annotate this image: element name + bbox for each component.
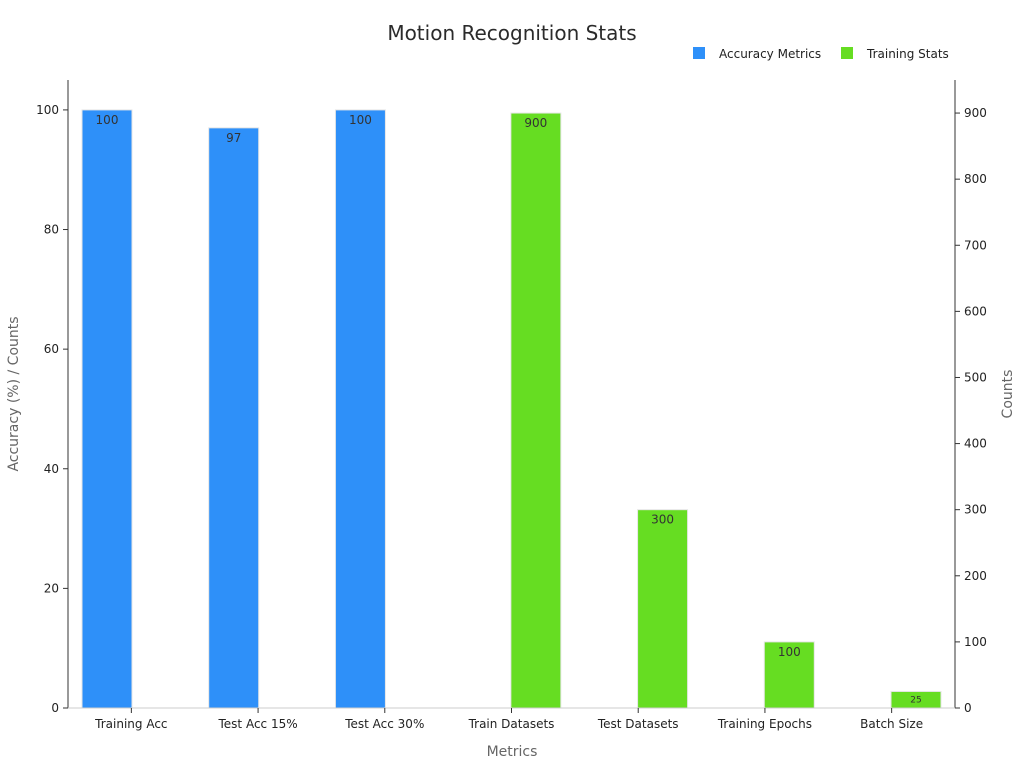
x-tick-label: Training Acc [94, 717, 167, 731]
left-axis-ticks: 0 20 40 60 80 100 [36, 103, 68, 715]
y-tick-label: 0 [51, 701, 59, 715]
bar [763, 641, 815, 709]
x-tick-label: Test Acc 15% [218, 717, 298, 731]
y2-tick-label: 0 [964, 701, 972, 715]
bar [81, 109, 133, 709]
y2-tick-label: 700 [964, 238, 987, 252]
x-tick-label: Test Datasets [597, 717, 679, 731]
bar [637, 509, 689, 709]
right-axis-ticks: 0 100 200 300 400 500 600 700 800 900 [955, 106, 987, 715]
legend-swatch [693, 47, 705, 59]
y2-tick-label: 900 [964, 106, 987, 120]
y2-tick-label: 200 [964, 569, 987, 583]
y2-tick-label: 600 [964, 304, 987, 318]
y2-tick-label: 100 [964, 635, 987, 649]
legend: Accuracy Metrics Training Stats [693, 47, 949, 61]
bars [81, 109, 942, 709]
y-tick-label: 40 [44, 462, 59, 476]
x-axis-title: Metrics [487, 744, 538, 760]
data-label: 100 [349, 113, 372, 127]
y2-tick-label: 400 [964, 437, 987, 451]
bar-labels: 100 97 100 900 300 100 25 [96, 113, 922, 706]
y2-tick-label: 300 [964, 503, 987, 517]
legend-label: Accuracy Metrics [719, 47, 821, 61]
y-tick-label: 20 [44, 581, 59, 595]
y-axis-title: Accuracy (%) / Counts [6, 316, 22, 471]
y2-axis-title: Counts [1000, 370, 1016, 419]
x-axis-ticks: Training Acc Test Acc 15% Test Acc 30% Trai… [94, 708, 923, 731]
chart-title: Motion Recognition Stats [387, 21, 636, 45]
y2-tick-label: 500 [964, 370, 987, 384]
x-tick-label: Batch Size [860, 717, 923, 731]
y-tick-label: 60 [44, 342, 59, 356]
data-label: 100 [96, 113, 119, 127]
y-tick-label: 80 [44, 223, 59, 237]
bar [334, 109, 386, 709]
x-tick-label: Training Epochs [717, 717, 812, 731]
data-label: 100 [778, 645, 801, 659]
bar [510, 112, 562, 709]
data-label: 900 [524, 116, 547, 130]
data-label: 25 [910, 696, 921, 706]
data-label: 97 [226, 131, 241, 145]
legend-label: Training Stats [866, 47, 949, 61]
bar [208, 127, 260, 709]
y2-tick-label: 800 [964, 172, 987, 186]
legend-swatch [841, 47, 853, 59]
x-tick-label: Train Datasets [468, 717, 555, 731]
data-label: 300 [651, 513, 674, 527]
y-tick-label: 100 [36, 103, 59, 117]
x-tick-label: Test Acc 30% [344, 717, 424, 731]
